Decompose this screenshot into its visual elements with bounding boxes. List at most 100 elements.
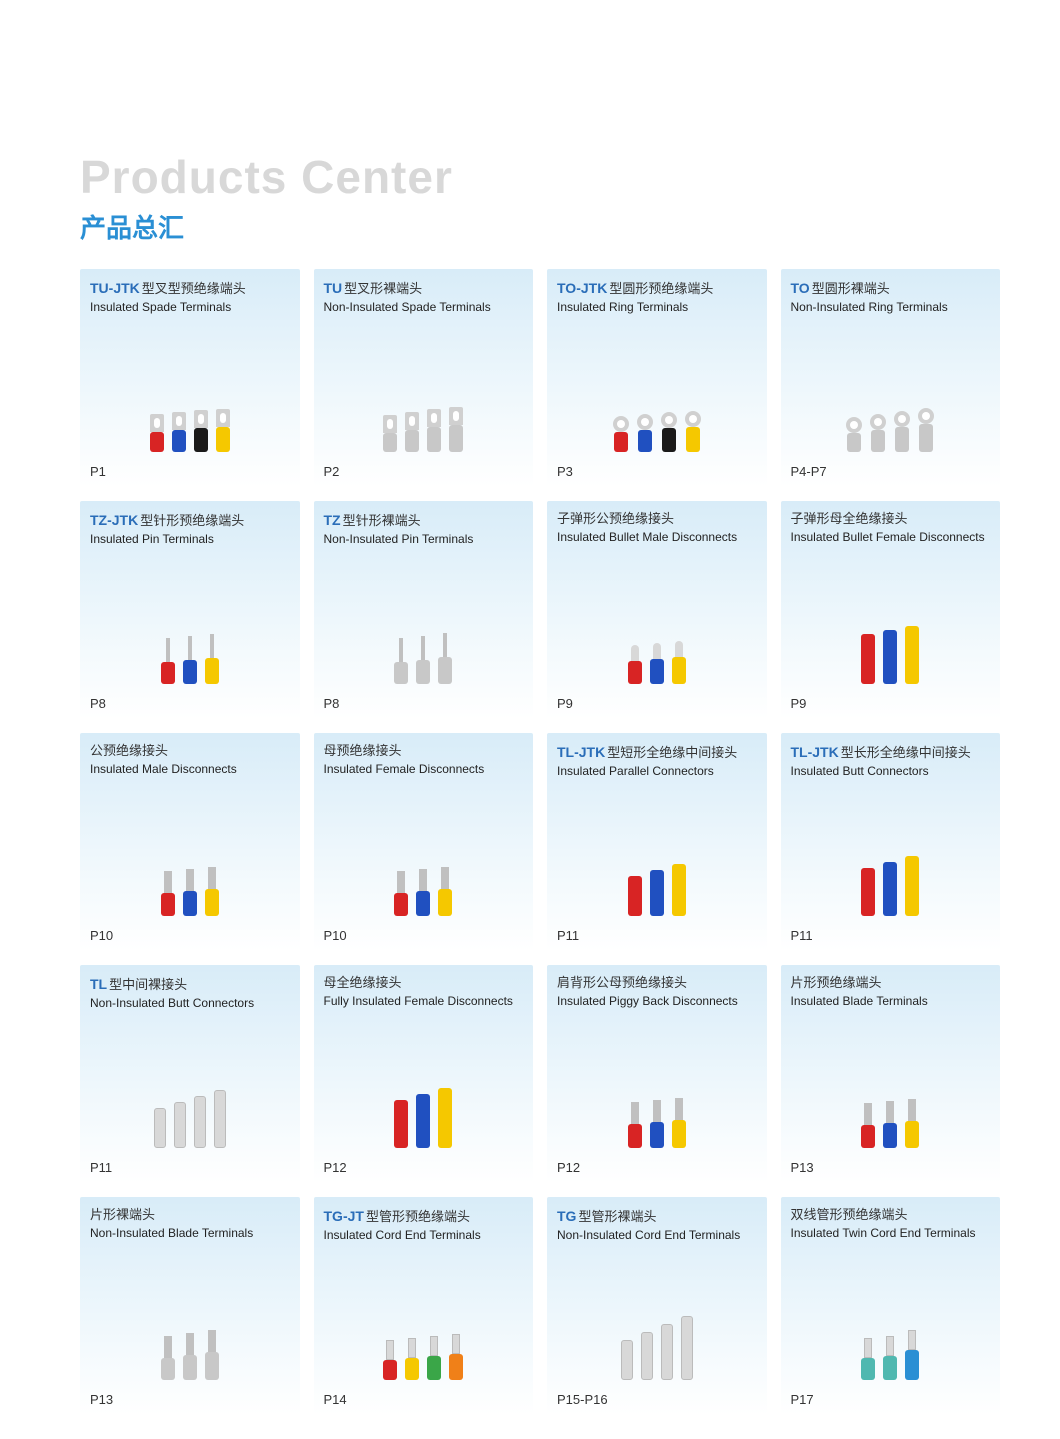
product-name-cn: 型叉型预绝缘端头 [142, 281, 246, 296]
terminal-icon [672, 641, 686, 684]
card-title-row: 子弹形母全绝缘接头Insulated Bullet Female Disconn… [791, 511, 991, 549]
terminal-icon [870, 414, 886, 452]
product-image-area [557, 1013, 757, 1160]
terminal-icon [150, 414, 164, 452]
product-card: TO-JTK型圆形预绝缘端头Insulated Ring TerminalsP3 [547, 269, 767, 487]
terminal-icon [637, 414, 653, 452]
card-title-row: TL-JTK型长形全绝缘中间接头Insulated Butt Connector… [791, 743, 991, 781]
card-title-cn: TO-JTK型圆形预绝缘端头 [557, 279, 757, 298]
product-name-en: Non-Insulated Cord End Terminals [557, 1228, 757, 1244]
terminal-icon [905, 856, 919, 916]
terminal-icon [438, 1088, 452, 1148]
product-code: TZ-JTK [90, 512, 138, 528]
card-title-cn: TL-JTK型长形全绝缘中间接头 [791, 743, 991, 762]
page-reference: P1 [90, 464, 290, 479]
page-reference: P10 [324, 928, 524, 943]
product-grid: TU-JTK型叉型预绝缘端头Insulated Spade Terminals P… [80, 269, 1000, 1415]
card-title-row: TU-JTK型叉型预绝缘端头Insulated Spade Terminals [90, 279, 290, 317]
card-title-cn: TU-JTK型叉型预绝缘端头 [90, 279, 290, 298]
terminal-icon [613, 416, 629, 452]
terminal-icon [628, 876, 642, 916]
card-title-row: TL型中间裸接头Non-Insulated Butt Connectors [90, 975, 290, 1013]
product-image-area [791, 549, 991, 696]
product-card: 母预绝缘接头Insulated Female DisconnectsP10 [314, 733, 534, 951]
product-card: 母全绝缘接头Fully Insulated Female Disconnects… [314, 965, 534, 1183]
terminal-icon [918, 408, 934, 452]
product-image-area [90, 549, 290, 696]
terminal-icon [161, 638, 175, 684]
terminal-icon [438, 867, 452, 916]
product-code: TO [791, 280, 810, 296]
page-title-cn: 产品总汇 [80, 208, 1000, 245]
product-card: TO型圆形裸端头Non-Insulated Ring TerminalsP4-P… [781, 269, 1001, 487]
terminal-icon [427, 409, 441, 452]
product-name-cn: 公预绝缘接头 [90, 743, 168, 758]
product-code: TG [557, 1208, 576, 1224]
terminal-icon [214, 1090, 226, 1148]
product-card: 片形预绝缘端头Insulated Blade TerminalsP13 [781, 965, 1001, 1183]
product-image-area [791, 1245, 991, 1392]
product-image-area [791, 1013, 991, 1160]
product-code: TU-JTK [90, 280, 140, 296]
card-title-cn: TG-JT型管形预绝缘端头 [324, 1207, 524, 1226]
product-code: TZ [324, 512, 341, 528]
card-title-row: TZ型针形裸端头Non-Insulated Pin Terminals [324, 511, 524, 549]
terminal-icon [861, 868, 875, 916]
card-title-cn: 肩背形公母预绝缘接头 [557, 975, 757, 992]
page-reference: P15-P16 [557, 1392, 757, 1407]
terminal-icon [861, 1338, 875, 1380]
product-name-cn: 型短形全绝缘中间接头 [607, 745, 737, 760]
card-title-row: TL-JTK型短形全绝缘中间接头Insulated Parallel Conne… [557, 743, 757, 781]
product-card: TZ型针形裸端头Non-Insulated Pin TerminalsP8 [314, 501, 534, 719]
product-image-area [324, 781, 524, 928]
product-card: 片形裸端头Non-Insulated Blade TerminalsP13 [80, 1197, 300, 1415]
terminal-icon [861, 634, 875, 684]
catalog-page: Products Center 产品总汇 TU-JTK型叉型预绝缘端头Insul… [0, 0, 1060, 1439]
card-title-cn: TG型管形裸端头 [557, 1207, 757, 1226]
product-name-cn: 型针形裸端头 [343, 513, 421, 528]
page-reference: P11 [90, 1160, 290, 1175]
terminal-icon [672, 1098, 686, 1148]
page-reference: P8 [90, 696, 290, 711]
terminal-icon [681, 1316, 693, 1380]
page-title-en: Products Center [80, 150, 1000, 204]
terminal-icon [194, 410, 208, 452]
terminal-icon [449, 407, 463, 452]
terminal-icon [861, 1103, 875, 1148]
card-title-row: 双线管形预绝缘端头Insulated Twin Cord End Termina… [791, 1207, 991, 1245]
terminal-icon [172, 412, 186, 452]
product-name-en: Non-Insulated Blade Terminals [90, 1226, 290, 1242]
terminal-icon [416, 869, 430, 916]
terminal-icon [205, 1330, 219, 1380]
terminal-icon [183, 1333, 197, 1380]
product-name-cn: 型管形预绝缘端头 [366, 1209, 470, 1224]
card-title-cn: TL型中间裸接头 [90, 975, 290, 994]
terminal-icon [394, 871, 408, 916]
terminal-icon [449, 1334, 463, 1380]
terminal-icon [883, 1101, 897, 1148]
product-name-cn: 型针形预绝缘端头 [140, 513, 244, 528]
card-title-row: TO-JTK型圆形预绝缘端头Insulated Ring Terminals [557, 279, 757, 317]
terminal-icon [183, 869, 197, 916]
product-image-area [324, 317, 524, 464]
terminal-icon [905, 626, 919, 684]
product-card: 肩背形公母预绝缘接头Insulated Piggy Back Disconnec… [547, 965, 767, 1183]
terminal-icon [183, 636, 197, 684]
product-image-area [324, 1013, 524, 1160]
product-image-area [791, 317, 991, 464]
product-name-cn: 肩背形公母预绝缘接头 [557, 975, 687, 990]
card-title-row: 母全绝缘接头Fully Insulated Female Disconnects [324, 975, 524, 1013]
terminal-icon [427, 1336, 441, 1380]
page-reference: P14 [324, 1392, 524, 1407]
card-title-cn: 双线管形预绝缘端头 [791, 1207, 991, 1224]
terminal-icon [416, 1094, 430, 1148]
product-image-area [90, 1013, 290, 1160]
page-reference: P17 [791, 1392, 991, 1407]
product-name-cn: 双线管形预绝缘端头 [791, 1207, 908, 1222]
terminal-icon [405, 1338, 419, 1380]
card-title-cn: TZ型针形裸端头 [324, 511, 524, 530]
terminal-icon [405, 412, 419, 452]
terminal-icon [161, 871, 175, 916]
product-image-area [791, 781, 991, 928]
terminal-icon [883, 862, 897, 916]
